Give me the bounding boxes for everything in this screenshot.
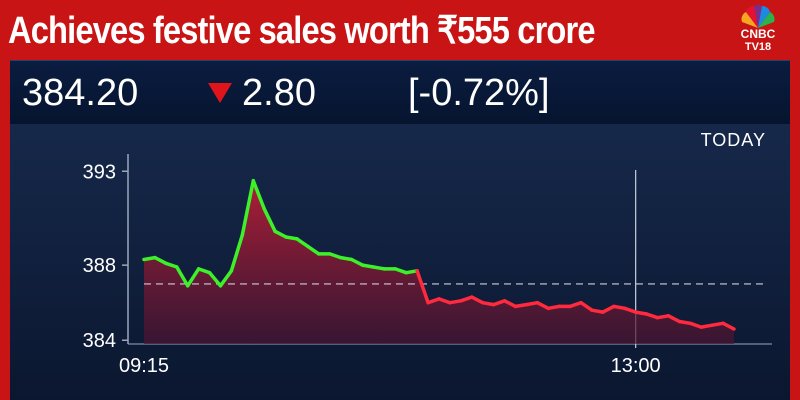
price-line-segment xyxy=(229,233,245,273)
y-tick-label: 384 xyxy=(83,330,116,352)
headline-text: Achieves festive sales worth ₹555 crore xyxy=(8,10,596,52)
price-line-segment xyxy=(371,265,387,271)
price-line-segment xyxy=(699,323,714,329)
price-line-segment xyxy=(142,255,157,262)
price-line-segment xyxy=(415,269,430,305)
price-change: 2.80 xyxy=(242,72,316,114)
ticker-bar: 384.20 2.80 [-0.72%] xyxy=(10,60,790,125)
price-line-segment xyxy=(284,235,299,241)
price-line-segment xyxy=(568,300,583,309)
price-line-segment xyxy=(196,267,212,275)
price-line-segment xyxy=(360,263,376,269)
peacock-icon xyxy=(741,4,775,28)
price-line-segment xyxy=(448,299,463,305)
price-line-segment xyxy=(655,314,671,320)
price-line-segment xyxy=(633,310,649,316)
price-line-segment xyxy=(601,304,616,314)
logo-line1: CNBC xyxy=(740,27,776,41)
price-line-segment xyxy=(218,269,234,288)
price-line-segment xyxy=(327,252,343,260)
price-line-segment xyxy=(612,304,627,311)
y-tick-label: 393 xyxy=(83,161,116,183)
price-line-segment xyxy=(273,229,288,239)
price-line-segment xyxy=(524,300,540,307)
x-tick-label: 09:15 xyxy=(119,355,169,377)
price-line-segment xyxy=(590,308,605,314)
price-line-segment xyxy=(470,295,485,305)
price-line-segment xyxy=(240,178,256,237)
logo-line2: TV18 xyxy=(744,41,772,53)
price-line-segment xyxy=(175,265,190,288)
price-line-segment xyxy=(251,178,266,211)
channel-logo: CNBC TV18 xyxy=(722,4,794,56)
price-line-segment xyxy=(710,321,725,327)
price-line-segment xyxy=(579,300,594,312)
percent-change: [-0.72%] xyxy=(408,72,550,114)
price-line-segment xyxy=(480,300,496,307)
price-value: 384.20 xyxy=(22,72,139,114)
price-line-segment xyxy=(502,299,518,309)
price-line-segment xyxy=(393,267,408,275)
headline-banner: Achieves festive sales worth ₹555 crore … xyxy=(0,0,800,58)
price-line-segment xyxy=(349,257,365,267)
price-line-segment xyxy=(404,269,419,275)
price-line-segment xyxy=(153,255,168,266)
down-arrow-icon xyxy=(208,83,232,103)
price-line-segment xyxy=(306,244,321,256)
price-line-segment xyxy=(721,321,736,331)
price-line-segment xyxy=(262,207,277,234)
price-line-segment xyxy=(666,314,682,324)
price-line-segment xyxy=(459,295,474,303)
price-line-segment xyxy=(437,297,452,305)
price-line-segment xyxy=(426,297,441,305)
chart-panel: TODAY xyxy=(10,124,790,400)
price-line-segment xyxy=(207,270,223,288)
price-line-segment xyxy=(185,267,201,288)
price-line-segment xyxy=(546,304,561,311)
price-line-segment xyxy=(338,255,354,262)
price-line-segment xyxy=(677,319,693,326)
price-line-segment xyxy=(622,306,638,314)
price-line-segment xyxy=(491,299,507,307)
price-line-segment xyxy=(513,302,529,309)
price-line-segment xyxy=(688,321,703,329)
price-line-segment xyxy=(535,300,551,311)
price-line-segment xyxy=(295,237,310,249)
price-line-segment xyxy=(164,261,179,269)
price-area xyxy=(144,180,734,344)
price-line-segment xyxy=(644,312,660,320)
x-tick-label: 13:00 xyxy=(611,355,661,377)
period-label: TODAY xyxy=(700,130,766,150)
y-tick-label: 388 xyxy=(83,255,116,277)
